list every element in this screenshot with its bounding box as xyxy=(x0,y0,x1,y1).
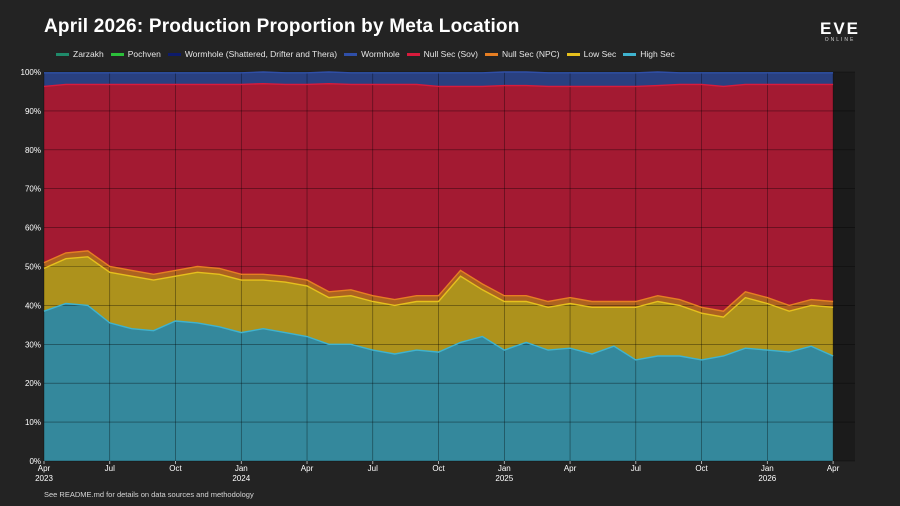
legend-item: Wormhole xyxy=(344,49,400,59)
x-tick-label: Jul xyxy=(631,464,641,473)
legend-item: Zarzakh xyxy=(56,49,104,59)
logo-main-text: EVE xyxy=(819,19,861,38)
legend-swatch xyxy=(167,52,181,56)
y-tick-label: 50% xyxy=(25,263,41,272)
x-tick-label: Apr xyxy=(827,464,840,473)
legend-label: Wormhole (Shattered, Drifter and Thera) xyxy=(184,49,338,59)
y-tick-label: 70% xyxy=(25,185,41,194)
legend-swatch xyxy=(344,52,358,56)
line-null-sec-npc xyxy=(43,250,834,312)
x-tick-label: Oct xyxy=(169,464,182,473)
footnote: See README.md for details on data source… xyxy=(44,490,254,499)
x-tick-label: Apr xyxy=(564,464,577,473)
legend-label: High Sec xyxy=(640,49,675,59)
legend-swatch xyxy=(566,52,580,56)
line-null-sec-sov xyxy=(43,82,834,88)
y-tick-label: 20% xyxy=(25,379,41,388)
legend-swatch xyxy=(110,52,124,56)
legend-label: Wormhole xyxy=(361,49,400,59)
line-low-sec xyxy=(43,256,834,318)
legend-label: Null Sec (NPC) xyxy=(502,49,560,59)
eve-online-logo: EVE ONLINE xyxy=(812,20,868,46)
legend-label: Pochven xyxy=(127,49,161,59)
legend-item: Null Sec (Sov) xyxy=(406,49,478,59)
y-axis-ticks: 0% 10% 20% 30% 40% 50% 60% 70% 80% 90% 100% xyxy=(21,68,41,466)
legend-item: Low Sec xyxy=(566,49,617,59)
series-lines xyxy=(43,71,834,361)
x-tick-label: Apr xyxy=(38,464,51,473)
line-high-sec xyxy=(43,302,834,361)
x-tick-year-label: 2026 xyxy=(758,474,776,483)
legend-swatch xyxy=(485,52,498,56)
x-tick-year-label: 2024 xyxy=(232,474,250,483)
legend-item: Null Sec (NPC) xyxy=(485,49,560,59)
x-tick-label: Jan xyxy=(498,464,511,473)
y-tick-label: 60% xyxy=(25,224,41,233)
y-tick-label: 100% xyxy=(21,68,41,77)
x-tick-label: Jul xyxy=(368,464,378,473)
legend-item: Pochven xyxy=(110,49,161,59)
x-tick-year-label: 2025 xyxy=(495,474,513,483)
logo-sub-text: ONLINE xyxy=(824,37,856,43)
x-tick-year-label: 2023 xyxy=(35,474,53,483)
y-tick-label: 90% xyxy=(25,107,41,116)
x-tick-label: Jan xyxy=(761,464,774,473)
x-tick-label: Oct xyxy=(432,464,445,473)
x-tick-label: Oct xyxy=(695,464,708,473)
x-tick-label: Jan xyxy=(235,464,248,473)
y-tick-label: 40% xyxy=(25,301,41,310)
legend-swatch xyxy=(623,52,637,56)
x-tick-label: Jul xyxy=(105,464,115,473)
legend-label: Low Sec xyxy=(583,49,617,59)
y-tick-label: 80% xyxy=(25,146,41,155)
y-tick-label: 10% xyxy=(25,418,41,427)
line-wormhole xyxy=(44,71,834,74)
legend-swatch xyxy=(406,52,420,56)
chart-title: April 2026: Production Proportion by Met… xyxy=(44,16,520,37)
legend-item: Wormhole (Shattered, Drifter and Thera) xyxy=(167,49,338,59)
y-tick-label: 30% xyxy=(25,340,41,349)
legend-label: Zarzakh xyxy=(73,49,104,59)
legend-swatch xyxy=(56,52,69,56)
y-tick-label: 0% xyxy=(29,457,41,466)
grid-lines xyxy=(43,71,855,462)
x-tick-label: Apr xyxy=(301,464,314,473)
legend-item: High Sec xyxy=(623,49,675,59)
legend-label: Null Sec (Sov) xyxy=(423,49,478,59)
chart-legend: Zarzakh Pochven Wormhole (Shattered, Drift… xyxy=(56,48,682,60)
